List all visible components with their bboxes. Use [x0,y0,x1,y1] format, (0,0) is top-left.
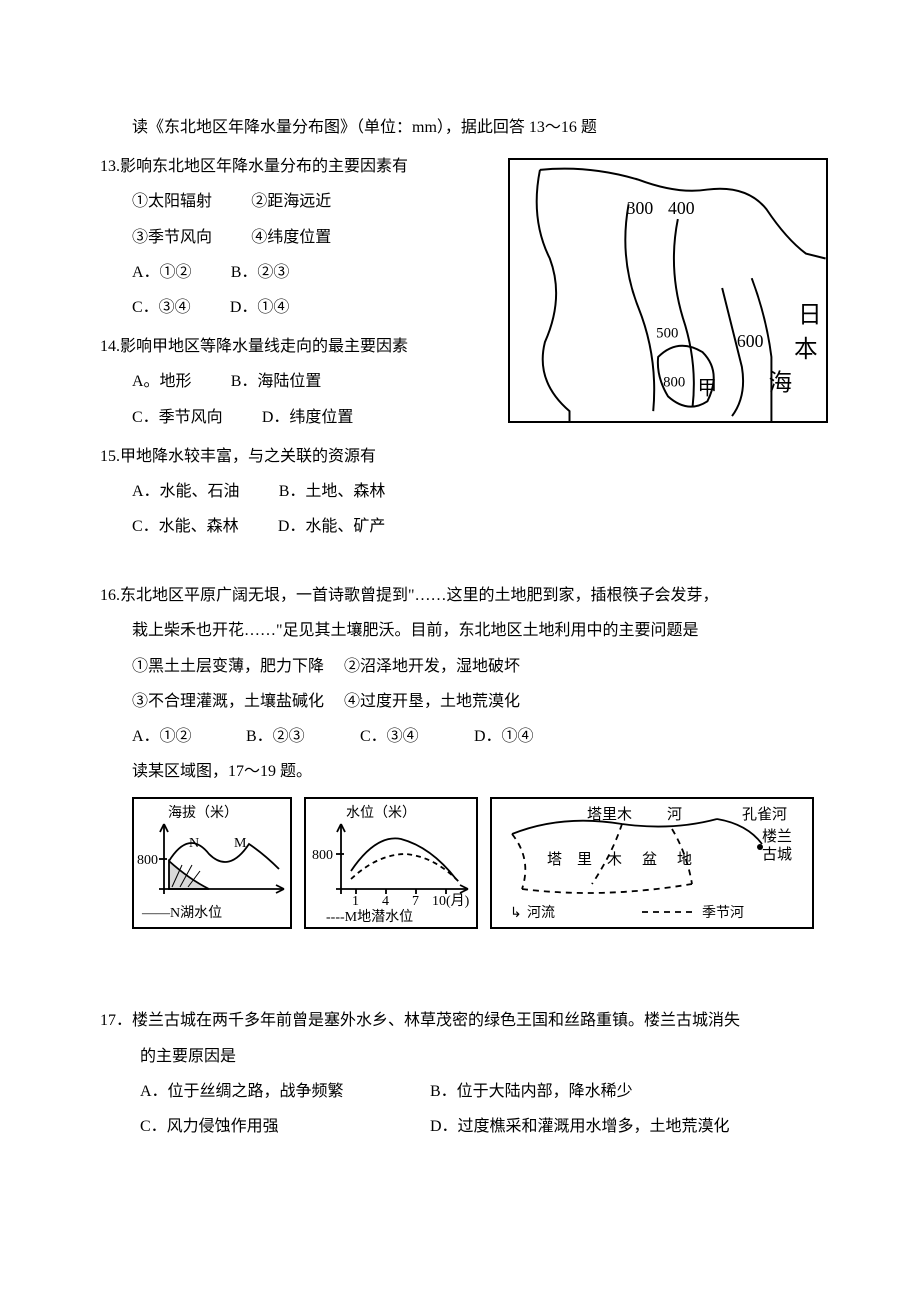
wl-legend: ----M地潜水位 [326,909,413,925]
label-400: 400 [668,198,695,218]
map-label-pen: 盆 [642,851,657,868]
elev-label-n: N [189,836,199,851]
label-hai: 海 [768,369,792,396]
question-17: 17．楼兰古城在两千多年前曾是塞外水乡、林草茂密的绿色王国和丝路重镇。楼兰古城消… [100,1003,820,1144]
question-15: 15.甲地降水较丰富，与之关联的资源有 A．水能、石油 B．土地、森林 C．水能… [100,439,820,545]
q17-opt-a: A．位于丝绸之路，战争频繁 [140,1074,430,1109]
map-label-tarim-river: 塔里木 [587,806,632,823]
map-label-gucheng: 古城 [762,846,792,863]
map-label-li: 里 [577,851,592,868]
q16-stem-line1: 16.东北地区平原广阔无垠，一首诗歌曾提到"……这里的土地肥到家，插根筷子会发芽… [100,578,820,613]
q13-opt-c: C．③④ [132,299,191,316]
label-jia: 甲 [698,377,718,399]
map-label-di: 地 [677,851,692,868]
q13-opt-b: B．②③ [231,264,290,281]
wl-x4: 4 [382,894,389,909]
label-600: 600 [737,331,764,351]
q16-item-4: ④过度开垦，土地荒漠化 [344,693,520,710]
q16-stem-line2: 栽上柴禾也开花……"足见其土壤肥沃。目前，东北地区土地利用中的主要问题是 [132,613,820,648]
label-ri: 日 [798,303,822,329]
waterlevel-chart: 水位（米） 800 1 4 7 10(月) ----M地潜水位 [304,797,478,929]
intro-17-19: 读某区域图，17～19 题。 [100,754,820,789]
q13-item-4: ④纬度位置 [251,229,331,246]
q13-opt-a: A．①② [132,264,192,281]
map-border-left [537,170,570,421]
tarim-map: 塔里木 河 孔雀河 楼兰 古城 塔 里 木 盆 地 ↳ 河流 季节河 [490,797,814,929]
label-300: 300 [627,198,654,218]
q16-item-3: ③不合理灌溉，土壤盐碱化 [132,693,324,710]
q15-opt-d: D．水能、矿产 [278,518,386,535]
q16-opt-c: C．③④ [360,719,470,754]
map-label-loulan: 楼兰 [762,828,792,845]
elev-ylabel: 海拔（米） [168,805,238,821]
legend-seasonal: 季节河 [702,905,744,921]
q17-opt-c: C．风力侵蚀作用强 [140,1109,430,1144]
q16-item-2: ②沼泽地开发，湿地破坏 [344,658,520,675]
wl-ylabel: 水位（米） [346,805,416,821]
intro-13-16: 读《东北地区年降水量分布图》（单位：mm），据此回答 13～16 题 [100,110,820,145]
map-label-he: 河 [667,806,682,823]
question-16: 16.东北地区平原广阔无垠，一首诗歌曾提到"……这里的土地肥到家，插根筷子会发芽… [100,578,820,754]
isoline-600 [722,288,743,416]
northeast-precip-map: 300 400 500 600 800 甲 日 本 海 [508,158,828,423]
q13-item-1: ①太阳辐射 [132,193,212,210]
q14-opt-b: B．海陆位置 [231,373,322,390]
q14-opt-a: A。地形 [132,373,192,390]
wl-x10: 10(月) [432,893,470,909]
q15-stem: 15.甲地降水较丰富，与之关联的资源有 [100,439,820,474]
region-chart-row: 海拔（米） 800 N M ——N湖水位 水位（米） 800 [132,797,820,929]
legend-arrow-icon: ↳ [510,906,522,921]
q17-opt-d: D．过度樵采和灌溉用水增多，土地荒漠化 [430,1109,730,1144]
q15-opt-a: A．水能、石油 [132,483,240,500]
map-label-ta: 塔 [547,851,562,868]
label-ben: 本 [794,336,818,363]
q16-opt-d: D．①④ [474,719,584,754]
q13-item-2: ②距海远近 [251,193,331,210]
q15-opt-b: B．土地、森林 [279,483,386,500]
label-500: 500 [656,325,678,341]
map-label-kongque: 孔雀河 [742,806,787,823]
q14-opt-d: D．纬度位置 [262,409,354,426]
map-label-mu: 木 [607,851,622,868]
elevation-chart: 海拔（米） 800 N M ——N湖水位 [132,797,292,929]
q17-stem-line2: 的主要原因是 [140,1039,820,1074]
wl-x7: 7 [412,894,419,909]
q13-opt-d: D．①④ [230,299,290,316]
legend-river: 河流 [527,905,555,921]
q16-opt-a: A．①② [132,719,242,754]
wl-x1: 1 [352,894,359,909]
isoline-400 [625,204,654,411]
elev-legend: ——N湖水位 [141,905,222,921]
q16-opt-b: B．②③ [246,719,356,754]
label-800: 800 [663,375,685,391]
elev-tick-800: 800 [137,853,158,868]
q17-stem-line1: 17．楼兰古城在两千多年前曾是塞外水乡、林草茂密的绿色王国和丝路重镇。楼兰古城消… [100,1003,820,1038]
wl-tick-800: 800 [312,848,333,863]
loulan-marker-icon [757,844,763,850]
q15-opt-c: C．水能、森林 [132,518,239,535]
q14-opt-c: C．季节风向 [132,409,223,426]
q16-item-1: ①黑土土层变薄，肥力下降 [132,658,324,675]
q13-item-3: ③季节风向 [132,229,212,246]
elev-label-m: M [234,836,247,851]
q17-opt-b: B．位于大陆内部，降水稀少 [430,1074,633,1109]
